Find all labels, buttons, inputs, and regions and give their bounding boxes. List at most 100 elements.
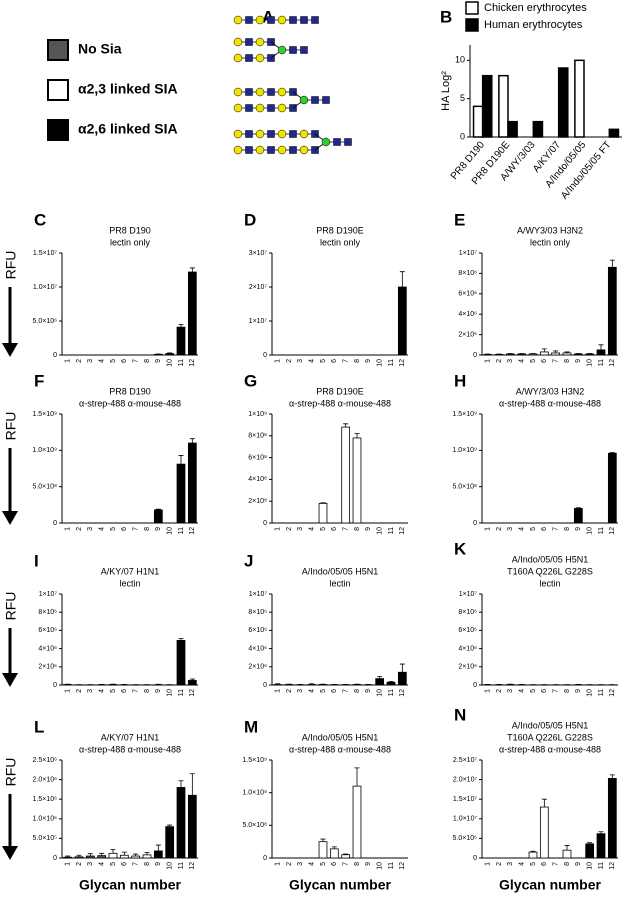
y-tick-label: 0	[473, 520, 477, 527]
glycan-circle	[233, 37, 243, 47]
x-tick-label: 11	[178, 359, 185, 366]
y-tick-label: 8×10⁸	[248, 433, 267, 440]
chart-title: A/Indo/05/05 H5N1	[302, 732, 379, 742]
x-tick-label: 3	[297, 359, 304, 363]
x-tick-label: 6	[331, 359, 338, 363]
x-tick-label: 6	[121, 862, 128, 866]
rfu-arrow-head	[2, 343, 18, 357]
legend-swatch	[47, 79, 69, 101]
bar	[557, 67, 569, 138]
x-tick-label: 4	[309, 359, 316, 363]
x-tick-label: 5	[530, 862, 537, 866]
error-bar	[354, 433, 360, 438]
bar	[505, 353, 515, 356]
error-bar	[178, 455, 184, 465]
bar	[176, 326, 186, 356]
x-tick-label: 12	[189, 527, 196, 535]
y-tick-label: 0	[263, 682, 267, 689]
y-tick-label: 2.0×10⁷	[453, 776, 478, 783]
x-tick-label: 5	[530, 527, 537, 531]
glycan-square	[311, 96, 319, 104]
glycan-square	[333, 138, 341, 146]
x-tick-label: 3	[507, 359, 514, 363]
x-tick-label: 6	[541, 862, 548, 866]
x-tick-label: 12	[189, 862, 196, 870]
x-tick-label: 5	[320, 527, 327, 531]
glycan-circle	[255, 87, 265, 97]
bar	[573, 353, 583, 356]
error-bar	[399, 663, 405, 673]
glycan-circle	[233, 145, 243, 155]
x-tick-label: 1	[275, 359, 282, 363]
chart-title: lectin only	[530, 237, 571, 247]
error-bar	[587, 353, 593, 354]
x-tick-label: 12	[399, 862, 406, 870]
x-tick-label: 5	[320, 862, 327, 866]
y-tick-label: 1×10⁷	[249, 318, 268, 325]
x-tick-label: 7	[133, 689, 140, 693]
x-tick-label: 10	[587, 359, 594, 367]
bar	[85, 855, 95, 859]
y-tick-label: 2.5×10⁷	[453, 757, 478, 764]
y-tick-label: 5.0×10⁸	[452, 484, 477, 491]
legend-swatch	[47, 39, 69, 61]
chart-title: A/Indo/05/05 H5N1	[512, 554, 589, 564]
bar	[386, 681, 396, 686]
error-bar	[189, 438, 195, 444]
x-tick-label: 8	[564, 862, 571, 866]
error-bar	[275, 683, 281, 685]
panel-letter: F	[34, 371, 44, 390]
x-tick-label: 5	[110, 862, 117, 866]
x-tick-label: 4	[309, 527, 316, 531]
error-bar	[587, 842, 593, 844]
chart-title: α-strep-488 α-mouse-488	[499, 744, 601, 754]
x-tick-label: 7	[343, 862, 350, 866]
x-tick-label: 12	[189, 689, 196, 697]
x-axis-label: Glycan number	[79, 877, 181, 893]
glycan-square	[311, 16, 319, 24]
x-tick-label: 9	[575, 527, 582, 531]
x-tick-label: 2	[286, 862, 293, 866]
x-tick-label: 7	[553, 359, 560, 363]
panel-letter: D	[244, 210, 256, 229]
error-bar	[609, 774, 615, 779]
x-tick-label: 7	[343, 359, 350, 363]
x-tick-label: 4	[309, 689, 316, 693]
bar	[187, 680, 197, 686]
chart-title: α-strep-488 α-mouse-488	[499, 398, 601, 408]
x-tick-label: 1	[485, 862, 492, 866]
bar	[532, 120, 544, 138]
error-bar	[507, 353, 513, 354]
x-tick-label: 8	[564, 689, 571, 693]
y-tick-label: 1.5×10⁷	[453, 796, 478, 803]
rfu-arrow-head	[2, 673, 18, 687]
panel-letter: J	[244, 551, 253, 570]
y-tick-label: 6×10⁶	[458, 291, 477, 298]
chart-title: A/KY/07 H1N1	[101, 566, 160, 576]
x-tick-label: 7	[553, 527, 560, 531]
chart-title: lectin only	[320, 237, 361, 247]
x-tick-label: 5	[530, 689, 537, 693]
panel-letter: I	[34, 551, 39, 570]
x-tick-label: 9	[155, 862, 162, 866]
x-tick-label: 2	[76, 862, 83, 866]
error-bar	[609, 259, 615, 268]
bar	[528, 353, 538, 356]
bar	[607, 266, 617, 356]
x-tick-label: 1	[65, 689, 72, 693]
y-tick-label: 4×10⁶	[458, 311, 477, 318]
error-bar	[564, 351, 570, 353]
glycan-circle	[255, 145, 265, 155]
y-axis-label: RFU	[3, 592, 19, 621]
x-tick-label: 10	[587, 862, 594, 870]
glycan-square	[245, 146, 253, 154]
x-tick-label: 12	[399, 689, 406, 697]
glycan-circle	[255, 15, 265, 25]
glycan-circle	[299, 129, 309, 139]
x-tick-label: 12	[189, 359, 196, 367]
x-tick-label: 12	[399, 527, 406, 535]
x-tick-label: 3	[87, 689, 94, 693]
y-tick-label: 4×10⁶	[458, 645, 477, 652]
x-tick-label: 4	[99, 359, 106, 363]
